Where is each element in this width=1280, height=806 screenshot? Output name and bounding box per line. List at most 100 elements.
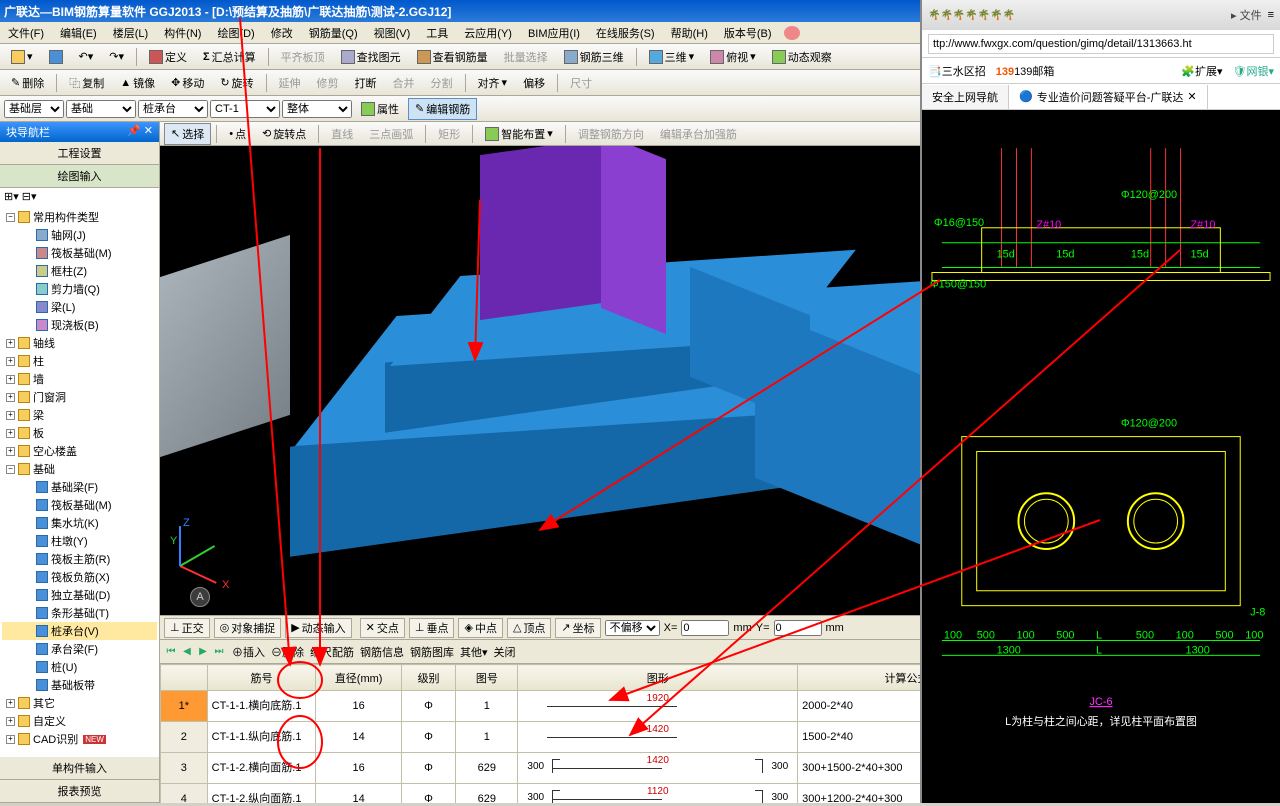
member-select[interactable]: CT-1 — [210, 100, 280, 118]
dyn-input-toggle[interactable]: ▶动态输入 — [285, 618, 351, 638]
other-button[interactable]: 其他▾ — [460, 644, 488, 660]
browser-tab-2[interactable]: 🔵专业造价问题答疑平台-广联达 ✕ — [1009, 85, 1208, 109]
x-coord-input[interactable] — [681, 620, 729, 636]
mirror-button[interactable]: ▲镜像 — [113, 72, 162, 94]
menu-bim[interactable]: BIM应用(I) — [520, 25, 588, 41]
save-button[interactable] — [42, 47, 70, 67]
member-tree[interactable]: −常用构件类型 轴网(J) 筏板基础(M) 框柱(Z) 剪力墙(Q) 梁(L) … — [0, 206, 159, 757]
y-coord-input[interactable] — [774, 620, 822, 636]
view-elem-button[interactable]: 查找图元 — [334, 46, 408, 68]
view-3d-button[interactable]: 三维▾ — [642, 46, 702, 68]
svg-text:Z#10: Z#10 — [1036, 219, 1061, 231]
batch-select-button[interactable]: 批量选择 — [497, 46, 555, 68]
edit-rebar-button[interactable]: ✎编辑钢筋 — [408, 98, 477, 120]
svg-text:15d: 15d — [1191, 249, 1209, 261]
dimension-button[interactable]: 尺寸 — [563, 72, 599, 94]
rebar-info-button[interactable]: 钢筋信息 — [360, 644, 404, 660]
perspective-button[interactable]: 俯视▾ — [703, 46, 763, 68]
perp-snap[interactable]: ⊥垂点 — [409, 618, 455, 638]
define-button[interactable]: 定义 — [142, 46, 194, 68]
split-button[interactable]: 分割 — [424, 72, 460, 94]
svg-text:100: 100 — [1176, 629, 1194, 641]
check-rebar-button[interactable]: 查看钢筋量 — [410, 46, 495, 68]
scope-select[interactable]: 整体 — [282, 100, 352, 118]
tab-draw-input[interactable]: 绘图输入 — [0, 165, 159, 188]
move-button[interactable]: ✥移动 — [164, 72, 211, 94]
column-front — [480, 146, 610, 320]
browser-menu-icon[interactable]: ≡ — [1268, 9, 1274, 21]
offset-mode-select[interactable]: 不偏移 — [605, 620, 660, 636]
menu-modify[interactable]: 修改 — [263, 25, 301, 41]
rotation-point-button[interactable]: ⟲旋转点 — [255, 123, 313, 145]
point-button[interactable]: •点 — [222, 123, 253, 145]
flat-check-button[interactable]: 平齐板顶 — [274, 46, 332, 68]
menu-help[interactable]: 帮助(H) — [663, 25, 716, 41]
delete-row-button[interactable]: ⊖删除 — [271, 644, 304, 660]
column-side — [601, 146, 666, 334]
tab-report[interactable]: 报表预览 — [0, 780, 159, 803]
rebar-lib-button[interactable]: 钢筋图库 — [410, 644, 454, 660]
close-panel-button[interactable]: 关闭 — [494, 644, 516, 660]
redo-button[interactable]: ↷▾ — [102, 47, 131, 66]
trim-button[interactable]: 修剪 — [310, 72, 346, 94]
open-button[interactable]: ▾ — [4, 47, 40, 67]
rotate-button[interactable]: ↻旋转 — [213, 72, 260, 94]
bookmark-2[interactable]: 139139邮箱 — [996, 63, 1055, 79]
menu-edit[interactable]: 编辑(E) — [52, 25, 105, 41]
insert-row-button[interactable]: ⊕插入 — [232, 644, 265, 660]
dynamic-view-button[interactable]: 动态观察 — [765, 46, 839, 68]
copy-button[interactable]: ⿻复制 — [62, 72, 111, 94]
merge-button[interactable]: 合并 — [386, 72, 422, 94]
svg-text:J-8: J-8 — [1250, 607, 1265, 619]
delete-button[interactable]: ✎删除 — [4, 72, 51, 94]
record-nav[interactable]: ⏮◀▶⏭ — [164, 645, 226, 659]
align-button[interactable]: 对齐▾ — [471, 72, 515, 94]
cad-drawing-view[interactable]: Φ16@150 Φ120@200 Z#10 Z#10 15d 15d 15d 1… — [922, 110, 1280, 803]
attribute-button[interactable]: 属性 — [354, 98, 406, 120]
menu-online[interactable]: 在线服务(S) — [588, 25, 663, 41]
osnap-toggle[interactable]: ◎对象捕捉 — [214, 618, 282, 638]
address-bar — [922, 30, 1280, 58]
menu-file[interactable]: 文件(F) — [0, 25, 52, 41]
select-button[interactable]: ↖选择 — [164, 123, 211, 145]
type-select[interactable]: 桩承台 — [138, 100, 208, 118]
break-button[interactable]: 打断 — [348, 72, 384, 94]
menu-member[interactable]: 构件(N) — [156, 25, 209, 41]
coord-snap[interactable]: ↗坐标 — [555, 618, 600, 638]
tab-single-input[interactable]: 单构件输入 — [0, 757, 159, 780]
apex-snap[interactable]: △顶点 — [507, 618, 551, 638]
extensions-button[interactable]: 🧩扩展▾ — [1181, 63, 1222, 79]
smart-layout-button[interactable]: 智能布置▾ — [478, 123, 560, 145]
svg-text:1300: 1300 — [997, 644, 1021, 656]
arc-button[interactable]: 三点画弧 — [362, 123, 420, 145]
adjust-rebar-button[interactable]: 调整钢筋方向 — [571, 123, 651, 145]
tab-project-settings[interactable]: 工程设置 — [0, 142, 159, 165]
ortho-toggle[interactable]: ⊥正交 — [164, 618, 210, 638]
bookmark-1[interactable]: 📑三水区招 — [928, 63, 986, 79]
extend-button[interactable]: 延伸 — [272, 72, 308, 94]
menu-floor[interactable]: 楼层(L) — [105, 25, 156, 41]
menu-version[interactable]: 版本号(B) — [716, 25, 780, 41]
edit-bearing-button[interactable]: 编辑承台加强筋 — [653, 123, 744, 145]
layer-select[interactable]: 基础层 — [4, 100, 64, 118]
intersect-snap[interactable]: ✕交点 — [360, 618, 405, 638]
menu-tools[interactable]: 工具 — [418, 25, 456, 41]
sum-calc-button[interactable]: Σ汇总计算 — [196, 46, 263, 68]
line-button[interactable]: 直线 — [324, 123, 360, 145]
url-input[interactable] — [928, 34, 1274, 54]
menu-view[interactable]: 视图(V) — [366, 25, 419, 41]
browser-tab-1[interactable]: 安全上网导航 — [922, 85, 1009, 109]
rect-button[interactable]: 矩形 — [431, 123, 467, 145]
category-select[interactable]: 基础 — [66, 100, 136, 118]
scaled-rebar-button[interactable]: 缩尺配筋 — [310, 644, 354, 660]
notification-icon[interactable] — [784, 26, 800, 40]
netbank-button[interactable]: 🛡网银▾ — [1233, 63, 1275, 79]
offset-button[interactable]: 偏移 — [516, 72, 552, 94]
mid-snap[interactable]: ◈中点 — [458, 618, 502, 638]
menu-rebar[interactable]: 钢筋量(Q) — [301, 25, 366, 41]
svg-text:15d: 15d — [997, 249, 1015, 261]
menu-cloud[interactable]: 云应用(Y) — [456, 25, 520, 41]
menu-draw[interactable]: 绘图(D) — [209, 25, 262, 41]
rebar-3d-button[interactable]: 钢筋三维 — [557, 46, 631, 68]
undo-button[interactable]: ↶▾ — [72, 47, 101, 66]
